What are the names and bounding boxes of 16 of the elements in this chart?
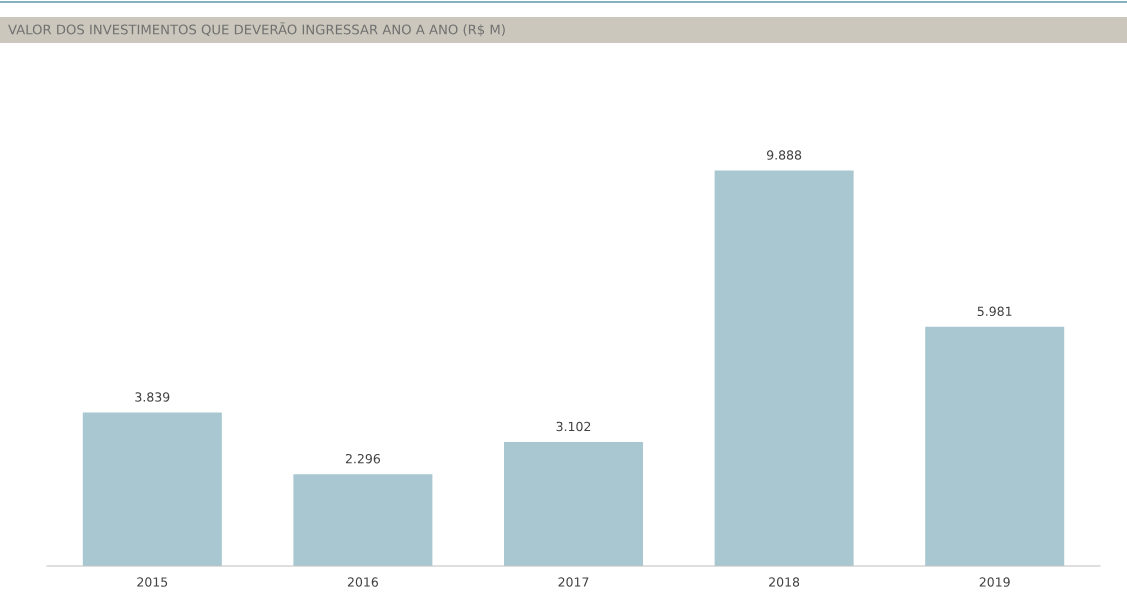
bar: [925, 326, 1065, 566]
data-label: 3.102: [556, 421, 591, 432]
x-tick-label: 2019: [979, 577, 1010, 587]
bar: [293, 474, 433, 566]
bar: [82, 412, 222, 566]
bar: [504, 441, 643, 566]
x-tick-label: 2015: [137, 577, 168, 587]
x-tick-label: 2018: [769, 577, 800, 587]
x-tick-label: 2017: [558, 577, 589, 587]
x-tick-label: 2016: [347, 577, 379, 587]
data-label: 3.839: [135, 392, 170, 402]
bar: [714, 170, 854, 566]
data-label: 2.296: [345, 453, 381, 464]
data-label: 9.888: [766, 150, 802, 160]
data-label: 5.981: [977, 306, 1012, 317]
chart-title: VALOR DOS INVESTIMENTOS QUE DEVERÃO INGRESSAR ANO A ANO (R$ M): [8, 22, 505, 37]
